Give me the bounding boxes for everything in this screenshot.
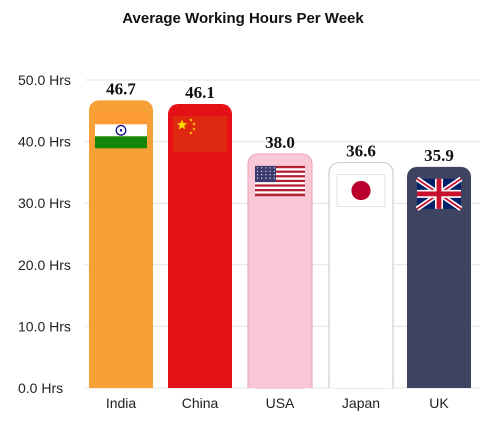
y-tick-label: 40.0 Hrs xyxy=(18,134,71,150)
x-tick-label: USA xyxy=(266,395,295,411)
data-label: 38.0 xyxy=(265,133,295,152)
bar-base xyxy=(329,376,393,388)
china-flag-icon xyxy=(173,116,227,153)
x-tick-label: India xyxy=(106,395,137,411)
data-label: 35.9 xyxy=(424,146,454,165)
india-flag-icon xyxy=(95,112,147,149)
chart-title: Average Working Hours Per Week xyxy=(122,10,364,27)
x-tick-label: China xyxy=(182,395,219,411)
data-label: 46.7 xyxy=(106,79,136,98)
y-tick-label: 20.0 Hrs xyxy=(18,257,71,273)
bar-group-uk: 35.9 UK xyxy=(407,146,471,411)
uk-flag-icon xyxy=(415,176,463,211)
bar xyxy=(407,166,471,388)
bar-group-china: 46.1 China xyxy=(168,83,232,411)
bar-group-india: 46.7 India xyxy=(89,79,153,411)
bar-base xyxy=(407,376,471,388)
usa-flag-icon xyxy=(255,165,305,197)
bar-base xyxy=(168,376,232,388)
bar-base xyxy=(89,376,153,388)
bar-group-usa: 38.0 USA xyxy=(247,133,313,411)
japan-flag-icon xyxy=(336,174,386,207)
x-tick-label: UK xyxy=(429,395,449,411)
bar xyxy=(168,104,232,389)
data-label: 46.1 xyxy=(185,83,215,102)
y-tick-label: 0.0 Hrs xyxy=(18,380,63,396)
y-tick-label: 10.0 Hrs xyxy=(18,318,71,334)
data-label: 36.6 xyxy=(346,142,376,161)
y-tick-label: 50.0 Hrs xyxy=(18,72,71,88)
bar-base xyxy=(248,376,312,388)
bar xyxy=(89,100,153,388)
bar-group-japan: 36.6 Japan xyxy=(328,142,394,411)
y-tick-label: 30.0 Hrs xyxy=(18,195,71,211)
x-tick-label: Japan xyxy=(342,395,380,411)
